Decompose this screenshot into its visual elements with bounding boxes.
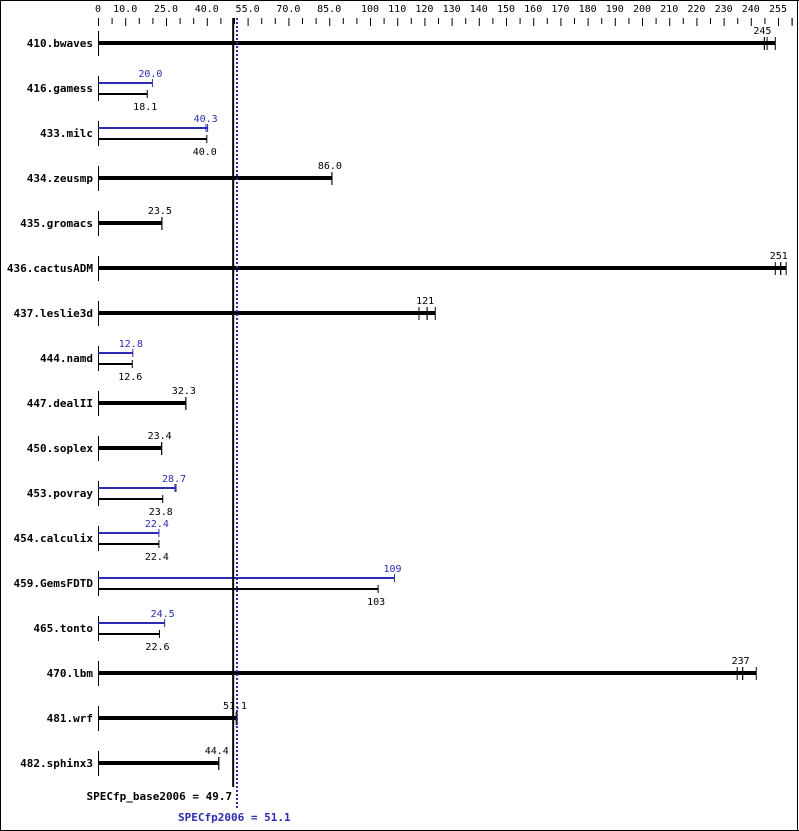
benchmark-label: 454.calculix <box>14 532 94 545</box>
axis-tick-label: 120 <box>415 4 433 15</box>
benchmark-label: 435.gromacs <box>20 217 93 230</box>
benchmark-label: 416.gamess <box>27 82 93 95</box>
peak-value-label: 20.0 <box>138 69 162 80</box>
axis-tick-label: 40.0 <box>195 4 219 15</box>
peak-value-label: 40.3 <box>194 114 218 125</box>
base-value-label: 103 <box>367 597 385 608</box>
benchmark-label: 434.zeusmp <box>27 172 94 185</box>
axis-tick-label: 240 <box>742 4 760 15</box>
base-value-label: 12.6 <box>118 372 142 383</box>
base-value-label: 22.4 <box>145 552 169 563</box>
benchmark-label: 465.tonto <box>33 622 93 635</box>
peak-value-label: 22.4 <box>145 519 169 530</box>
axis-tick-label: 210 <box>660 4 678 15</box>
axis-tick-label: 160 <box>524 4 542 15</box>
benchmark-label: 450.soplex <box>27 442 94 455</box>
benchmark-label: 436.cactusADM <box>7 262 93 275</box>
peak-value-label: 24.5 <box>151 609 175 620</box>
axis-tick-label: 55.0 <box>236 4 260 15</box>
peak-mean-label: SPECfp2006 = 51.1 <box>178 811 291 824</box>
base-value-label: 86.0 <box>318 161 342 172</box>
benchmark-label: 444.namd <box>40 352 93 365</box>
axis-tick-label: 180 <box>579 4 597 15</box>
benchmark-label: 410.bwaves <box>27 37 93 50</box>
base-value-label: 23.5 <box>148 206 172 217</box>
base-value-label: 18.1 <box>133 102 157 113</box>
axis-tick-label: 85.0 <box>317 4 341 15</box>
base-value-label: 32.3 <box>172 386 196 397</box>
benchmark-label: 459.GemsFDTD <box>14 577 94 590</box>
base-value-label: 121 <box>416 296 434 307</box>
axis-tick-label: 255 <box>769 4 787 15</box>
base-value-label: 44.4 <box>205 746 229 757</box>
axis-tick-label: 150 <box>497 4 515 15</box>
benchmark-label: 433.milc <box>40 127 93 140</box>
base-value-label: 237 <box>732 656 750 667</box>
peak-value-label: 109 <box>383 564 401 575</box>
base-value-label: 23.8 <box>149 507 173 518</box>
base-value-label: 23.4 <box>148 431 172 442</box>
axis-tick-label: 140 <box>470 4 488 15</box>
benchmark-label: 447.dealII <box>27 397 93 410</box>
axis-tick-label: 25.0 <box>154 4 178 15</box>
base-value-label: 251 <box>770 251 788 262</box>
base-mean-label: SPECfp_base2006 = 49.7 <box>86 790 232 803</box>
benchmark-label: 482.sphinx3 <box>20 757 93 770</box>
base-value-label: 245 <box>753 26 771 37</box>
benchmark-label: 481.wrf <box>47 712 93 725</box>
axis-tick-label: 70.0 <box>276 4 300 15</box>
axis-tick-label: 0 <box>95 4 101 15</box>
axis-tick-label: 220 <box>687 4 705 15</box>
benchmark-label: 453.povray <box>27 487 94 500</box>
benchmark-label: 437.leslie3d <box>14 307 93 320</box>
axis-tick-label: 10.0 <box>113 4 137 15</box>
axis-tick-label: 190 <box>606 4 624 15</box>
axis-tick-label: 100 <box>361 4 379 15</box>
axis-tick-label: 110 <box>388 4 406 15</box>
benchmark-label: 470.lbm <box>47 667 94 680</box>
axis-tick-label: 200 <box>633 4 651 15</box>
axis-tick-label: 130 <box>443 4 461 15</box>
base-value-label: 22.6 <box>145 642 169 653</box>
peak-value-label: 28.7 <box>162 474 186 485</box>
axis-tick-label: 230 <box>715 4 733 15</box>
base-value-label: 40.0 <box>193 147 217 158</box>
peak-value-label: 12.8 <box>119 339 143 350</box>
base-value-label: 51.1 <box>223 701 247 712</box>
axis-tick-label: 170 <box>551 4 569 15</box>
